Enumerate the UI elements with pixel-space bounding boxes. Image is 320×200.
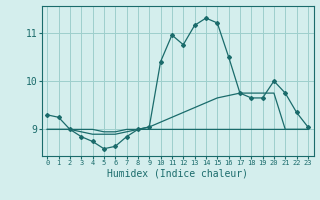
X-axis label: Humidex (Indice chaleur): Humidex (Indice chaleur)	[107, 169, 248, 179]
